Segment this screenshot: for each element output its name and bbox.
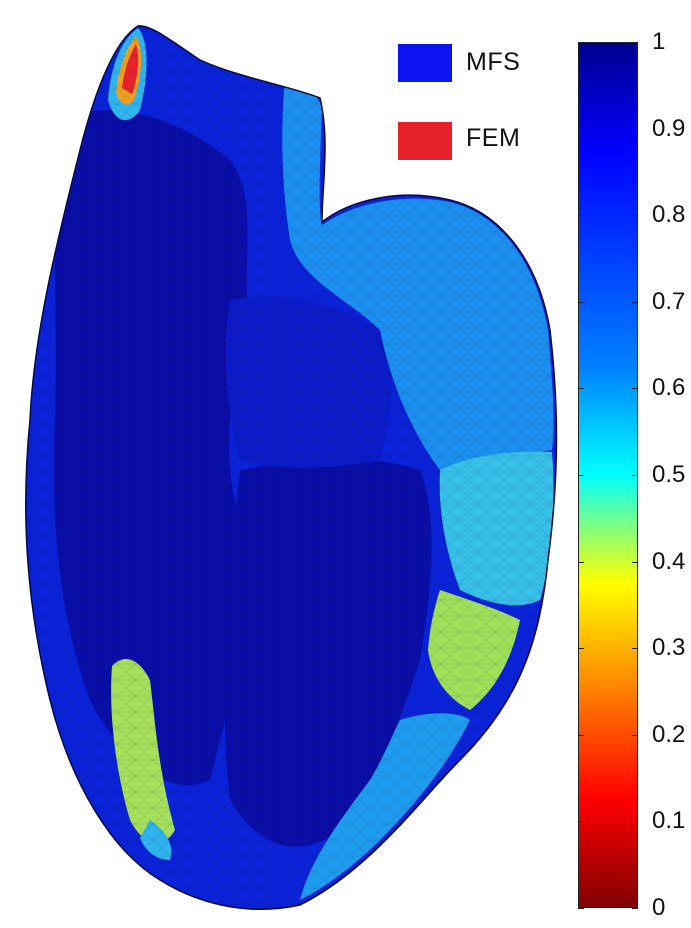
colorbar-tick-mark	[578, 301, 584, 303]
colorbar-tick-mark	[578, 908, 584, 909]
colorbar-tick-mark	[578, 475, 584, 476]
colorbar-tick-mark	[578, 821, 584, 823]
colorbar-tick-mark	[632, 648, 638, 650]
legend-label-mfs: MFS	[466, 48, 521, 76]
colorbar-tick-label: 0.3	[652, 634, 686, 662]
colorbar-tick-label: 0	[652, 894, 666, 921]
colorbar-tick-label: 0.5	[652, 461, 686, 488]
legend-swatch-fem	[398, 122, 452, 160]
colorbar-tick-mark	[632, 908, 638, 909]
colorbar-tick-mark	[632, 388, 638, 390]
colorbar-tick-mark	[578, 648, 584, 650]
colorbar-tick-mark	[632, 128, 638, 130]
colorbar-tick-mark	[632, 561, 638, 563]
colorbar	[578, 42, 638, 908]
heart-outline	[24, 25, 558, 910]
colorbar-tick-label: 0.9	[652, 114, 686, 142]
colorbar-tick-label: 1	[652, 28, 666, 55]
colorbar-tick-mark	[632, 475, 638, 476]
colorbar-tick-mark	[632, 42, 638, 43]
colorbar-tick-mark	[578, 388, 584, 390]
colorbar-tick-label: 0.6	[652, 374, 686, 402]
colorbar-tick-label: 0.1	[652, 807, 686, 835]
colorbar-tick-mark	[632, 215, 638, 217]
colorbar-tick-mark	[632, 301, 638, 303]
colorbar-tick-label: 0.4	[652, 547, 686, 575]
colorbar-tick-label: 0.8	[652, 201, 686, 229]
colorbar-tick-mark	[632, 821, 638, 823]
colorbar-tick-mark	[578, 561, 584, 563]
colorbar-tick-mark	[632, 734, 638, 736]
legend-swatch-mfs	[398, 44, 452, 82]
colorbar-tick-mark	[578, 215, 584, 217]
colorbar-tick-label: 0.2	[652, 720, 686, 748]
legend-label-fem: FEM	[466, 124, 521, 152]
colorbar-tick-mark	[578, 42, 584, 43]
colorbar-tick-mark	[578, 734, 584, 736]
colorbar-tick-label: 0.7	[652, 287, 686, 315]
colorbar-tick-mark	[578, 128, 584, 130]
